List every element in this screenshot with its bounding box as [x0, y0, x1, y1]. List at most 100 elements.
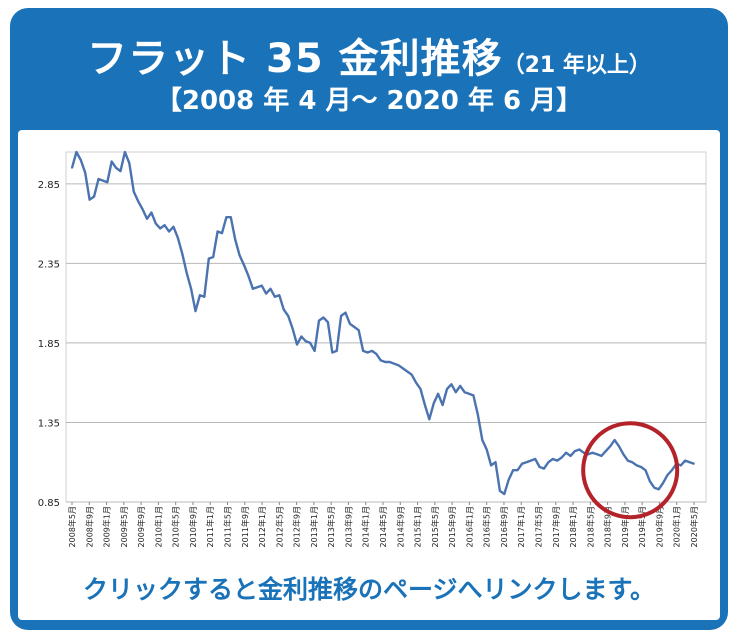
data-point — [212, 256, 215, 258]
data-point — [490, 464, 492, 467]
data-point — [194, 310, 197, 312]
data-point — [344, 311, 347, 314]
title-text: フラット 35 金利推移 — [87, 36, 503, 82]
data-point — [238, 254, 241, 257]
chart-panel: 0.85 1.35 1.85 2.35 2.85 2008年5月 2008年9月 2009年1… — [18, 130, 720, 620]
data-point — [247, 275, 250, 277]
data-point — [163, 224, 166, 227]
x-tick-label: 2019年9月 — [654, 506, 664, 547]
data-point — [97, 178, 100, 180]
data-point — [141, 208, 144, 211]
x-tick-label: 2018年1月 — [568, 506, 578, 547]
plot-area — [65, 151, 707, 503]
data-point — [693, 462, 695, 465]
x-tick-label: 2017年9月 — [551, 506, 561, 547]
x-tick-label: 2009年5月 — [119, 506, 129, 547]
x-tick-label: 2008年5月 — [67, 506, 77, 547]
data-point — [635, 464, 638, 467]
data-point — [199, 294, 201, 297]
data-point — [296, 343, 298, 346]
x-tick-label: 2018年5月 — [585, 506, 595, 547]
y-tick-label: 1.35 — [38, 418, 60, 429]
data-point — [353, 326, 356, 328]
data-point — [106, 181, 109, 184]
data-point — [93, 195, 95, 198]
data-point — [454, 391, 457, 394]
data-point — [203, 295, 206, 298]
x-tick-label: 2010年5月 — [171, 506, 181, 547]
x-tick-label: 2013年9月 — [343, 506, 353, 547]
data-point — [335, 350, 338, 352]
data-point — [626, 459, 629, 462]
data-point — [468, 392, 470, 395]
data-point — [653, 486, 656, 489]
data-point — [671, 469, 673, 472]
y-tick-label: 1.85 — [38, 339, 60, 350]
data-point — [402, 367, 404, 370]
x-tick-label: 2015年5月 — [430, 506, 440, 547]
data-point — [357, 329, 360, 332]
data-point — [446, 388, 448, 390]
data-point — [644, 469, 647, 472]
data-point — [318, 319, 320, 322]
data-point — [547, 461, 550, 464]
x-tick-label: 2018年9月 — [603, 506, 613, 547]
data-point — [529, 459, 532, 462]
data-point — [181, 252, 184, 255]
x-tick-label: 2011年5月 — [223, 506, 233, 547]
y-tick-label: 0.85 — [38, 498, 60, 509]
data-point — [146, 217, 148, 220]
x-tick-label: 2017年1月 — [516, 506, 526, 547]
x-tick-label: 2014年5月 — [378, 506, 388, 547]
data-point — [71, 167, 73, 169]
data-point — [229, 216, 232, 219]
data-point — [393, 362, 395, 365]
data-point — [234, 238, 237, 241]
data-point — [419, 388, 422, 390]
data-point — [252, 287, 254, 290]
data-point — [168, 230, 170, 233]
data-point — [565, 451, 567, 454]
data-point — [128, 162, 131, 164]
title-suffix: （21 年以上） — [502, 53, 651, 78]
x-tick-label: 2008年9月 — [84, 506, 94, 547]
x-tick-label: 2013年5月 — [326, 506, 336, 547]
data-point — [278, 294, 281, 297]
x-tick-label: 2011年1月 — [205, 506, 215, 547]
data-point — [291, 327, 294, 330]
data-point — [666, 474, 669, 476]
x-tick-label: 2015年9月 — [447, 506, 457, 547]
data-point — [375, 353, 378, 355]
data-point — [300, 335, 303, 338]
data-point — [274, 295, 276, 298]
data-point — [154, 222, 157, 225]
data-point — [102, 179, 104, 182]
rate-history-link[interactable]: クリックすると金利推移のページへリンクします。 — [82, 575, 655, 604]
rate-chart: 0.85 1.35 1.85 2.35 2.85 2008年5月 2008年9月 2009年1… — [38, 150, 707, 547]
data-point — [450, 383, 453, 386]
banner-frame[interactable]: フラット 35 金利推移（21 年以上） 【2008 年 4 月～ 2020 年… — [10, 8, 728, 630]
data-point — [84, 171, 87, 174]
data-point — [556, 459, 559, 462]
data-point — [331, 351, 334, 354]
data-point — [596, 453, 598, 456]
data-point — [618, 445, 620, 448]
data-point — [631, 461, 634, 464]
data-point — [551, 458, 554, 460]
data-point — [269, 287, 272, 290]
data-point — [327, 321, 329, 324]
data-point — [512, 469, 514, 472]
data-point — [503, 493, 506, 495]
x-tick-label: 2009年1月 — [102, 506, 112, 547]
data-point — [574, 450, 576, 452]
data-point — [415, 381, 417, 384]
x-tick-label: 2013年1月 — [309, 506, 319, 547]
data-point — [256, 286, 259, 289]
data-point — [516, 469, 519, 472]
data-point — [534, 458, 537, 460]
data-point — [476, 413, 479, 416]
x-tick-label: 2014年9月 — [395, 506, 405, 547]
data-point — [216, 230, 219, 233]
x-tick-label: 2016年1月 — [464, 506, 474, 547]
x-tick-label: 2012年5月 — [274, 506, 284, 547]
